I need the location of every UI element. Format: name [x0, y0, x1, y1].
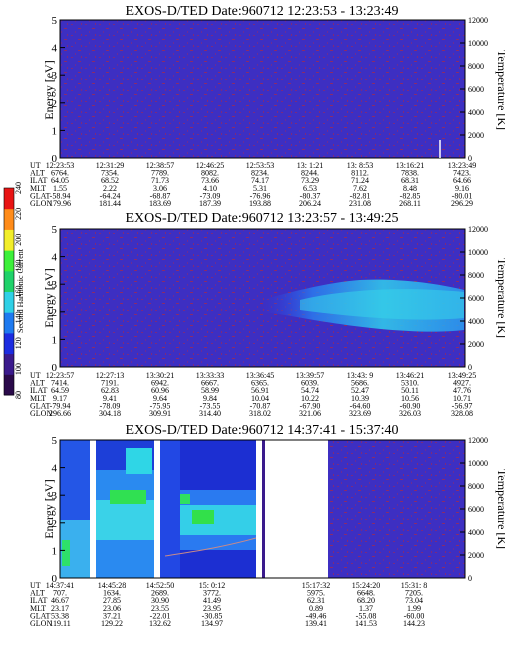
- colorbar: 80100120140160180200220240 Second Harmon…: [4, 182, 25, 399]
- table-cell: 141.53: [355, 619, 377, 628]
- table-cell: 129.22: [101, 619, 123, 628]
- colorbar-tick-label: 120: [14, 337, 23, 349]
- panel-3-y2label: Temperature [K]: [495, 469, 505, 549]
- panel-2-y2-tick-label: 8000: [468, 271, 484, 280]
- table-cell: 231.08: [349, 199, 371, 208]
- colorbar-tick-label: 200: [14, 234, 23, 246]
- panel-3-y2-tick-label: 6000: [468, 505, 484, 514]
- panel-2-y2-tick-label: 4000: [468, 317, 484, 326]
- panel-1: EXOS-D/TED Date:960712 12:23:53 - 13:23:…: [30, 4, 505, 208]
- colorbar-scale: [4, 188, 14, 396]
- colorbar-segment: [4, 374, 14, 395]
- table-cell: 144.23: [403, 619, 425, 628]
- table-cell: 181.44: [99, 199, 121, 208]
- panel-1-y2-tick-label: 4000: [468, 108, 484, 117]
- table-cell: 183.69: [149, 199, 171, 208]
- colorbar-label: Second Harmonic Current: [16, 248, 25, 333]
- panel-2-y2-tick-label: 10000: [468, 248, 488, 257]
- table-cell: 304.18: [99, 409, 121, 418]
- panel-3-y-tick-label: 1: [52, 545, 58, 557]
- panel-2-y2-tick-label: 6000: [468, 294, 484, 303]
- panel-3-y-tick-label: 4: [52, 463, 58, 475]
- panel-2-y-tick-label: 2: [52, 307, 58, 319]
- colorbar-tick-label: 80: [14, 391, 23, 399]
- panel-2-y-tick-label: 4: [52, 252, 58, 264]
- panel-1-y2label: Temperature [K]: [495, 50, 505, 130]
- table-cell: 318.02: [249, 409, 271, 418]
- table-cell: 314.40: [199, 409, 221, 418]
- panel-3-y-tick-label: 3: [52, 490, 58, 502]
- colorbar-segment: [4, 292, 14, 313]
- panel-1-y-tick-label: 1: [52, 125, 58, 137]
- panel-1-y-tick-label: 2: [52, 98, 58, 110]
- panel-2-orbit-table: UTALTILATMLTGLATGLON12:23:577414.64.599.…: [30, 371, 476, 418]
- panel-3-y2-tick-label: 10000: [468, 459, 488, 468]
- colorbar-tick-label: 240: [14, 182, 23, 194]
- table-cell: 328.08: [451, 409, 473, 418]
- colorbar-tick-label: 100: [14, 363, 23, 375]
- panel-1-ylabel: Energy [eV]: [42, 60, 56, 119]
- panel-1-y2-tick-label: 10000: [468, 39, 488, 48]
- panel-2-y2label: Temperature [K]: [495, 258, 505, 338]
- colorbar-segment: [4, 271, 14, 292]
- panel-2-title: EXOS-D/TED Date:960712 13:23:57 - 13:49:…: [126, 211, 399, 226]
- panel-2-y-tick-label: 1: [52, 334, 58, 346]
- panel-3-data-block-mid: [160, 440, 265, 578]
- colorbar-segment: [4, 250, 14, 271]
- table-cell: 134.97: [201, 619, 223, 628]
- colorbar-segment: [4, 312, 14, 333]
- panel-1-orbit-table: UTALTILATMLTGLATGLON12:23:536764.64.051.…: [30, 161, 476, 208]
- panel-2-y2-tick-label: 12000: [468, 225, 488, 234]
- table-cell: 132.62: [149, 619, 171, 628]
- colorbar-segment: [4, 209, 14, 230]
- panel-3-y-tick-label: 2: [52, 518, 58, 530]
- panel-1-title: EXOS-D/TED Date:960712 12:23:53 - 13:23:…: [126, 4, 399, 19]
- panel-3-y2-tick-label: 4000: [468, 528, 484, 537]
- panel-3-title: EXOS-D/TED Date:960712 14:37:41 - 15:37:…: [126, 423, 399, 438]
- table-cell: 323.69: [349, 409, 371, 418]
- table-cell: 296.29: [451, 199, 473, 208]
- colorbar-segment: [4, 188, 14, 209]
- panel-3-y-tick-label: 5: [52, 435, 58, 447]
- table-cell: 139.41: [305, 619, 327, 628]
- panel-2-y-tick-label: 3: [52, 279, 58, 291]
- colorbar-segment: [4, 333, 14, 354]
- table-cell: 321.06: [299, 409, 321, 418]
- panel-1-y2-tick-label: 6000: [468, 85, 484, 94]
- panel-1-y2-tick-label: 12000: [468, 16, 488, 25]
- panel-1-y2-tick-label: 2000: [468, 131, 484, 140]
- panel-3-y2-tick-label: 2000: [468, 551, 484, 560]
- panel-1-y2-tick-label: 8000: [468, 62, 484, 71]
- table-cell: 326.03: [399, 409, 421, 418]
- panel-1-y-tick-label: 5: [52, 15, 58, 27]
- table-cell: 187.39: [199, 199, 221, 208]
- table-cell: 179.96: [49, 199, 71, 208]
- table-cell: 193.88: [249, 199, 271, 208]
- panel-3-y2-tick-label: 8000: [468, 482, 484, 491]
- panel-3: EXOS-D/TED Date:960712 14:37:41 - 15:37:…: [30, 423, 505, 628]
- table-cell: 119.11: [49, 619, 70, 628]
- panel-1-y-tick-label: 4: [52, 43, 58, 55]
- panel-3-data-block-right: [328, 440, 465, 578]
- panel-3-y2-tick-label: 0: [468, 574, 472, 583]
- panel-1-plot-area: [60, 20, 465, 158]
- panel-2: EXOS-D/TED Date:960712 13:23:57 - 13:49:…: [30, 211, 505, 418]
- table-cell: 309.91: [149, 409, 171, 418]
- panel-3-orbit-table: UTALTILATMLTGLATGLON14:37:41707.46.6723.…: [30, 581, 427, 628]
- colorbar-segment: [4, 229, 14, 250]
- table-cell: 296.66: [49, 409, 71, 418]
- panel-2-y-tick-label: 5: [52, 224, 58, 236]
- panel-2-y2-tick-label: 2000: [468, 340, 484, 349]
- panel-3-y2-tick-label: 12000: [468, 436, 488, 445]
- table-cell: 268.11: [399, 199, 421, 208]
- colorbar-tick-label: 220: [14, 208, 23, 220]
- panel-1-y-tick-label: 3: [52, 70, 58, 82]
- panel-3-data-block-left: [60, 440, 154, 578]
- table-cell: 206.24: [299, 199, 321, 208]
- colorbar-segment: [4, 354, 14, 375]
